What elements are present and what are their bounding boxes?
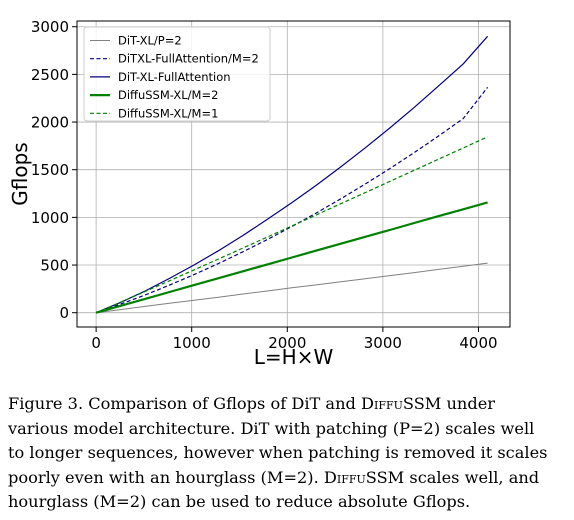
- x-tick-label: 2000: [268, 334, 306, 352]
- figure-caption: Figure 3. Comparison of Gflops of DiT an…: [8, 392, 568, 515]
- y-tick-label: 0: [59, 304, 69, 322]
- legend-label: DiffuSSM-XL/M=2: [118, 88, 218, 102]
- caption-line: hourglass (M=2) can be used to reduce ab…: [8, 490, 568, 515]
- series-line-2: [95, 86, 489, 314]
- gflops-chart: 0 1000 2000 3000 4000 0 500 1000 1500 2000 2500 300…: [8, 18, 511, 369]
- caption-line: poorly even with an hourglass (M=2). Dif…: [8, 466, 568, 491]
- x-tick-label: 4000: [459, 334, 497, 352]
- caption-line: Figure 3. Comparison of Gflops of DiT an…: [8, 392, 568, 417]
- caption-text: poorly even with an hourglass (M=2).: [8, 467, 324, 487]
- legend: DiT-XL/P=2 DiTXL-FullAttention/M=2 DiT-XL-…: [83, 26, 271, 122]
- series-line-4: [95, 201, 488, 314]
- caption-line: various model architecture. DiT with pat…: [8, 417, 568, 442]
- caption-text: various model architecture. DiT with pat…: [8, 418, 535, 438]
- caption-text: Figure 3. Comparison of Gflops of DiT an…: [8, 394, 362, 413]
- series-layer: [95, 35, 489, 314]
- series-line-5: [95, 136, 488, 314]
- caption-model-name: DiffuSSM: [323, 467, 405, 487]
- caption-text: under: [441, 394, 496, 413]
- caption-line: to longer sequences, however when patchi…: [8, 441, 568, 466]
- y-tick-label: 1500: [31, 161, 69, 179]
- plot-frame: [76, 20, 511, 328]
- x-axis-label: L=H×W: [254, 345, 334, 369]
- legend-box: [83, 26, 271, 122]
- y-tick-label: 500: [40, 257, 69, 275]
- x-tick-label: 3000: [364, 334, 402, 352]
- x-tick-label: 1000: [173, 334, 211, 352]
- y-tick-label: 3000: [31, 18, 69, 36]
- y-tick-label: 2500: [31, 66, 69, 84]
- legend-label: DiTXL-FullAttention/M=2: [118, 52, 259, 66]
- caption-text: scales well, and: [404, 467, 540, 487]
- y-axis-label: Gflops: [8, 142, 32, 205]
- y-tick-label: 1000: [31, 209, 69, 227]
- caption-text: hourglass (M=2) can be used to reduce ab…: [8, 492, 471, 511]
- y-tick-label: 2000: [31, 114, 69, 132]
- legend-label: DiffuSSM-XL/M=1: [118, 106, 218, 120]
- ticks: 0 1000 2000 3000 4000 0 500 1000 1500 2000 2500 300…: [31, 18, 498, 352]
- x-tick-label: 0: [91, 334, 101, 352]
- caption-text: to longer sequences, however when patchi…: [8, 443, 548, 462]
- legend-label: DiT-XL-FullAttention: [118, 70, 231, 84]
- legend-label: DiT-XL/P=2: [118, 34, 182, 48]
- caption-model-name: DiffuSSM: [361, 394, 442, 413]
- series-line-1: [96, 262, 488, 314]
- series-line-3: [95, 35, 489, 314]
